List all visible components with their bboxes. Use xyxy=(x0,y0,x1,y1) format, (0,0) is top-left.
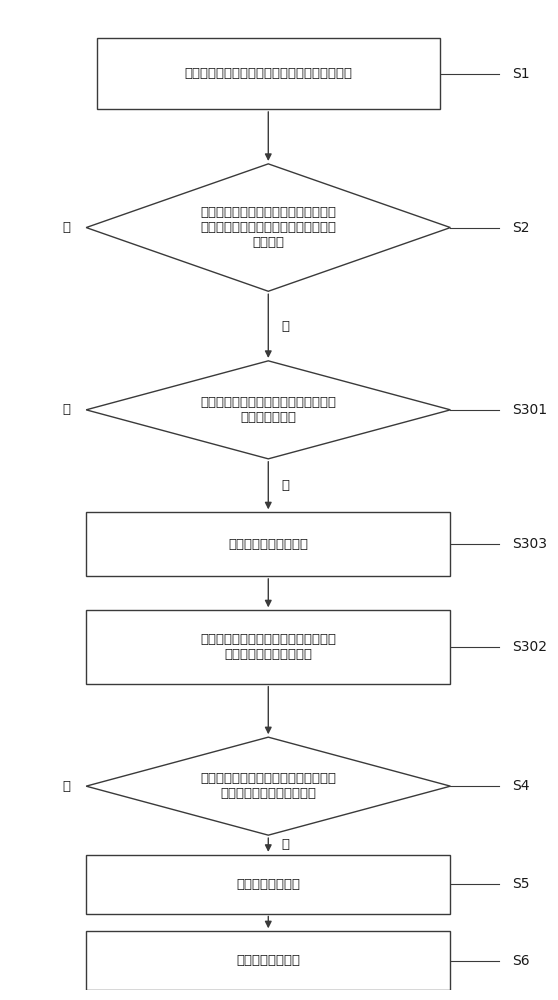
Text: 否: 否 xyxy=(62,780,70,793)
Text: 是: 是 xyxy=(62,403,70,416)
Text: 响应于终端进入双连接状态，显示第一终端标识: 响应于终端进入双连接状态，显示第一终端标识 xyxy=(184,67,352,80)
FancyBboxPatch shape xyxy=(86,610,450,684)
Text: 响应于终端退出双连接状态，检测终端
当前是否正在进行小区切换流程或小区
重选流程: 响应于终端退出双连接状态，检测终端 当前是否正在进行小区切换流程或小区 重选流程 xyxy=(200,206,336,249)
FancyBboxPatch shape xyxy=(97,38,440,109)
Text: S302: S302 xyxy=(512,640,547,654)
Text: 直接显示第二终端标识: 直接显示第二终端标识 xyxy=(228,538,308,551)
Text: 尝试通过第二终端标识对应的小区接入
第一终端标识对应的小区: 尝试通过第二终端标识对应的小区接入 第一终端标识对应的小区 xyxy=(200,633,336,661)
Text: 否: 否 xyxy=(62,221,70,234)
Text: S301: S301 xyxy=(512,403,547,417)
Text: S1: S1 xyxy=(512,67,530,81)
Text: S4: S4 xyxy=(512,779,530,793)
Text: S2: S2 xyxy=(512,221,530,235)
FancyBboxPatch shape xyxy=(86,931,450,990)
Text: 否: 否 xyxy=(282,479,290,492)
Text: S5: S5 xyxy=(512,877,530,891)
FancyBboxPatch shape xyxy=(86,512,450,576)
Text: 是: 是 xyxy=(282,838,290,851)
Polygon shape xyxy=(86,361,450,459)
Text: S6: S6 xyxy=(512,954,530,968)
Text: S303: S303 xyxy=(512,537,547,551)
Polygon shape xyxy=(86,164,450,291)
Text: 是: 是 xyxy=(282,320,290,333)
Text: 显示第一终端标识: 显示第一终端标识 xyxy=(236,878,300,891)
Text: 显示第二终端标识: 显示第二终端标识 xyxy=(236,954,300,967)
Text: 判断第二终端标识对应的小区是否支持
非独立组网功能: 判断第二终端标识对应的小区是否支持 非独立组网功能 xyxy=(200,396,336,424)
Text: 检测在之后的预设时间段内是否成功接
入第一终端标识对应的小区: 检测在之后的预设时间段内是否成功接 入第一终端标识对应的小区 xyxy=(200,772,336,800)
FancyBboxPatch shape xyxy=(86,855,450,914)
Polygon shape xyxy=(86,737,450,835)
